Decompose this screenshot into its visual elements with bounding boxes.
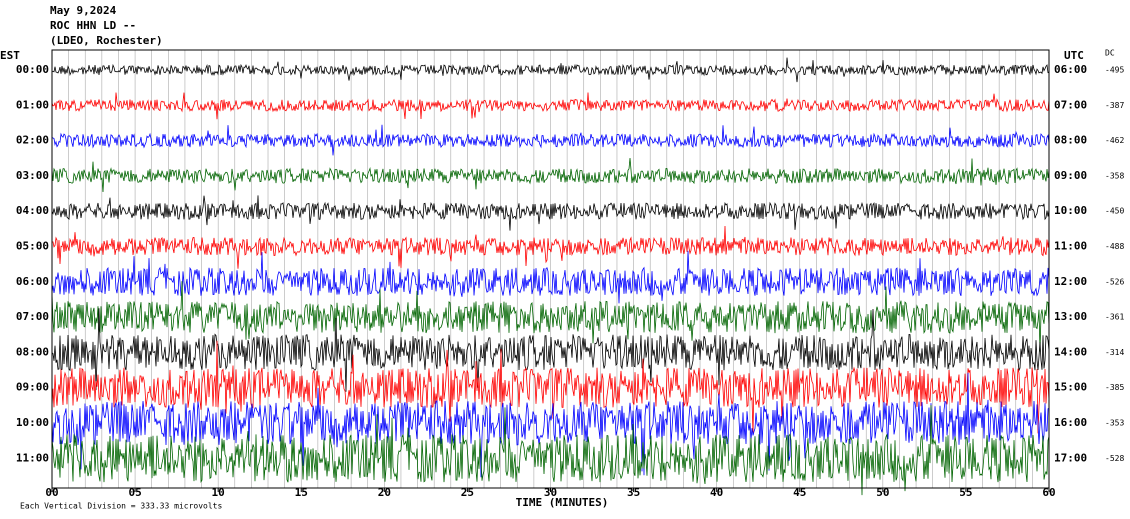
x-tick-label: 00 [45,486,58,499]
x-tick-label: 50 [876,486,889,499]
location: (LDEO, Rochester) [50,34,163,47]
seismic-trace [51,157,1050,193]
dc-title: DC [1105,49,1115,58]
utc-label: 12:00 [1054,275,1087,288]
est-label: 02:00 [16,134,49,147]
dc-value: -450 [1105,207,1124,216]
x-tick-label: 35 [627,486,640,499]
dc-value: -488 [1105,242,1124,251]
est-label: 10:00 [16,416,49,429]
dc-value: -462 [1105,136,1124,145]
dc-value: -495 [1105,66,1124,75]
seismic-trace [51,124,1050,156]
seismic-trace [52,225,1050,269]
est-label: 07:00 [16,310,49,323]
utc-label: 11:00 [1054,240,1087,253]
station: ROC HHN LD -- [50,19,136,32]
x-tick-label: 60 [1042,486,1055,499]
est-label: 11:00 [16,451,49,464]
dc-value: -361 [1105,313,1124,322]
seismic-trace [51,92,1050,120]
date: May 9,2024 [50,4,117,17]
dc-value: -353 [1105,419,1124,428]
utc-label: 07:00 [1054,98,1087,111]
utc-label: 15:00 [1054,381,1087,394]
dc-value: -528 [1105,454,1124,463]
x-axis-title: TIME (MINUTES) [516,496,609,509]
utc-label: 10:00 [1054,204,1087,217]
x-tick-label: 40 [710,486,723,499]
x-tick-label: 15 [295,486,308,499]
utc-title: UTC [1064,49,1084,62]
utc-label: 14:00 [1054,345,1087,358]
grid [51,50,1050,492]
est-label: 03:00 [16,169,49,182]
x-tick-label: 30 [544,486,557,499]
est-label: 09:00 [16,381,49,394]
seismic-trace [51,250,1050,304]
x-tick-label: 25 [461,486,474,499]
x-tick-label: 20 [378,486,391,499]
seismic-trace [51,308,1050,392]
utc-label: 16:00 [1054,416,1087,429]
utc-label: 17:00 [1054,451,1087,464]
seismic-trace [51,405,1050,496]
est-label: 05:00 [16,240,49,253]
labels: 00 05 10 15 20 25 30 35 40 45 50 55 60 00:00 06:00 -495… [16,63,1125,499]
scale-note: Each Vertical Division = 333.33 microvol… [20,502,222,511]
dc-value: -387 [1105,101,1124,110]
seismic-trace [51,195,1050,231]
est-label: 08:00 [16,345,49,358]
utc-label: 06:00 [1054,63,1087,76]
utc-label: 08:00 [1054,134,1087,147]
seismic-trace [51,372,1050,478]
dc-value: -358 [1105,171,1124,180]
dc-value: -314 [1105,348,1124,357]
dc-value: -526 [1105,277,1124,286]
x-tick-label: 05 [128,486,141,499]
plot-frame [51,49,1050,489]
seismic-trace [51,281,1050,352]
est-label: 06:00 [16,275,49,288]
traces [51,57,1050,496]
est-label: 04:00 [16,204,49,217]
utc-label: 13:00 [1054,310,1087,323]
utc-label: 09:00 [1054,169,1087,182]
x-tick-label: 45 [793,486,806,499]
est-label: 01:00 [16,98,49,111]
seismic-trace [51,57,1050,83]
seismic-trace [51,340,1050,436]
x-tick-label: 10 [212,486,225,499]
est-label: 00:00 [16,63,49,76]
est-title: EST [0,49,20,62]
dc-value: -385 [1105,383,1124,392]
x-tick-label: 55 [959,486,972,499]
